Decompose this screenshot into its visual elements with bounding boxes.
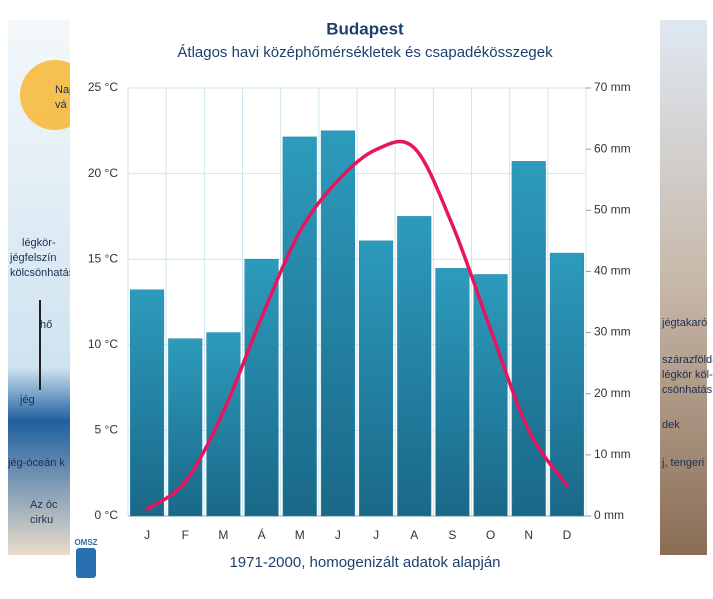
bar	[397, 216, 432, 517]
bar	[130, 289, 165, 517]
y-tick-label: 25 °C	[88, 80, 118, 94]
background-text: jég-óceán k	[7, 457, 65, 469]
background-text: hő	[40, 319, 52, 331]
background-text: cirku	[30, 514, 53, 526]
logo-icon	[76, 548, 96, 578]
x-tick-label: J	[373, 528, 379, 542]
y2-tick-label: 0 mm	[594, 508, 624, 522]
bar	[244, 258, 279, 517]
x-tick-label: M	[295, 528, 305, 542]
logo-text: OMSZ	[74, 538, 97, 547]
y-tick-label: 5 °C	[95, 423, 119, 437]
bar	[320, 130, 355, 517]
x-tick-label: Á	[258, 527, 266, 542]
bar	[435, 268, 470, 517]
background-text: kölcsönhatás	[10, 267, 75, 279]
x-tick-label: J	[144, 528, 150, 542]
background-text: jégtakaró	[661, 317, 707, 329]
background-text: jégfelszín	[9, 252, 56, 264]
x-tick-label: M	[218, 528, 228, 542]
x-tick-label: N	[524, 528, 533, 542]
background-text: légkör-	[22, 237, 56, 249]
bar	[359, 240, 394, 517]
y2-tick-label: 70 mm	[594, 80, 631, 94]
background-text: j, tengeri	[661, 457, 704, 469]
x-tick-label: A	[410, 528, 418, 542]
background-text: vá	[55, 99, 68, 111]
background-text: dek	[662, 419, 680, 431]
y-tick-label: 0 °C	[95, 508, 119, 522]
bar	[168, 338, 203, 517]
bar	[206, 332, 241, 517]
x-tick-label: D	[563, 528, 572, 542]
chart-footer: 1971-2000, homogenizált adatok alapján	[229, 554, 500, 571]
x-tick-label: S	[448, 528, 456, 542]
background-text: Az óc	[30, 499, 58, 511]
y-tick-label: 15 °C	[88, 251, 118, 265]
y2-tick-label: 40 mm	[594, 264, 631, 278]
temperature-line	[145, 139, 569, 511]
bar	[511, 161, 546, 517]
bar	[549, 252, 584, 517]
y-tick-label: 10 °C	[88, 337, 118, 351]
chart-title: Budapest	[326, 19, 404, 38]
y-tick-label: 20 °C	[88, 166, 118, 180]
chart-subtitle: Átlagos havi középhőmérsékletek és csapa…	[177, 44, 553, 61]
x-tick-label: F	[182, 528, 189, 542]
background-panel	[655, 20, 707, 555]
background-text: jég	[19, 394, 35, 406]
y2-tick-label: 10 mm	[594, 447, 631, 461]
y2-tick-label: 50 mm	[594, 202, 631, 216]
x-tick-label: O	[486, 528, 495, 542]
bar	[282, 136, 317, 517]
y2-tick-label: 30 mm	[594, 325, 631, 339]
bar	[473, 274, 508, 517]
background-text: légkör köl-	[662, 369, 713, 381]
background-text: szárazföld-	[662, 354, 713, 366]
x-tick-label: J	[335, 528, 341, 542]
background-text: csönhatás	[662, 384, 713, 396]
y2-tick-label: 60 mm	[594, 141, 631, 155]
y2-tick-label: 20 mm	[594, 386, 631, 400]
